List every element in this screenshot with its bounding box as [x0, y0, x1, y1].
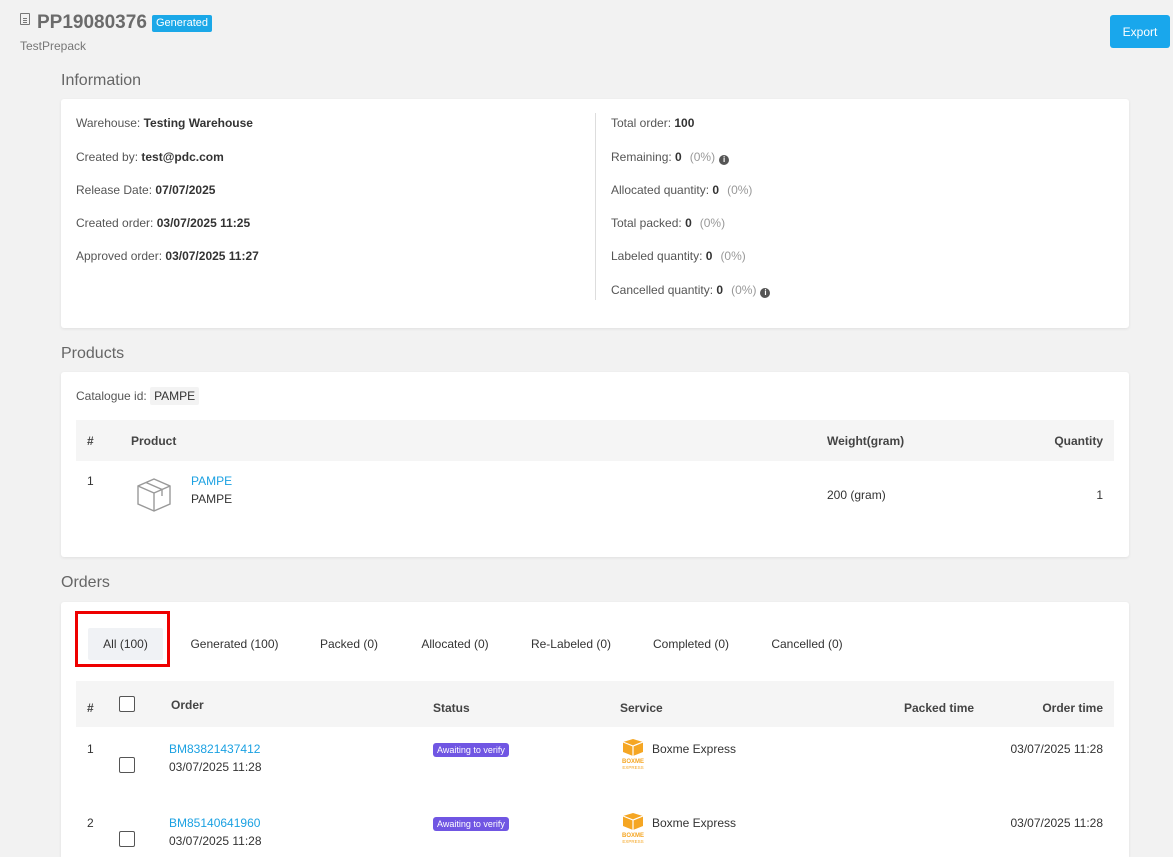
info-total-order: Total order: 100 — [611, 116, 695, 130]
tab-cancelled[interactable]: Cancelled (0) — [771, 637, 843, 651]
svg-text:EXPRESS: EXPRESS — [622, 839, 643, 844]
orders-table-header: # Order Status Service Packed time Order… — [76, 681, 1114, 727]
export-button[interactable]: Export — [1110, 15, 1170, 48]
products-title: Products — [61, 345, 125, 362]
product-name: PAMPE — [191, 492, 233, 506]
row-num: 1 — [87, 474, 94, 488]
svg-text:BOXME: BOXME — [622, 759, 644, 765]
order-time: 03/07/2025 11:28 — [1010, 742, 1103, 756]
column-num: # — [87, 701, 94, 715]
tab-generated[interactable]: Generated (100) — [190, 637, 279, 651]
order-id-link[interactable]: BM83821437412 — [169, 742, 261, 756]
info-created-by: Created by: test@pdc.com — [76, 150, 224, 164]
highlight-box — [75, 611, 170, 667]
page-subtitle: TestPrepack — [20, 39, 87, 53]
svg-text:EXPRESS: EXPRESS — [622, 765, 643, 770]
information-card: Warehouse: Testing Warehouse Created by:… — [61, 99, 1129, 328]
tab-all[interactable]: All (100) — [88, 628, 163, 660]
orders-card: All (100) Generated (100) Packed (0) All… — [61, 602, 1129, 857]
column-quantity: Quantity — [1054, 434, 1103, 448]
column-weight: Weight(gram) — [827, 434, 905, 448]
information-title: Information — [61, 72, 142, 89]
info-approved-order: Approved order: 03/07/2025 11:27 — [76, 249, 259, 263]
order-service: Boxme Express — [652, 742, 737, 756]
order-service: Boxme Express — [652, 816, 737, 830]
catalogue-id: Catalogue id: PAMPE — [76, 387, 200, 405]
order-date: 03/07/2025 11:28 — [169, 760, 262, 774]
document-icon — [20, 13, 30, 25]
product-sku-link[interactable]: PAMPE — [191, 474, 233, 488]
product-weight: 200 (gram) — [827, 488, 886, 502]
products-card: Catalogue id: PAMPE # Product Weight(gra… — [61, 372, 1129, 557]
svg-text:BOXME: BOXME — [622, 833, 644, 839]
tab-completed[interactable]: Completed (0) — [652, 637, 730, 651]
order-status-badge: Awaiting to verify — [433, 817, 509, 831]
tab-allocated[interactable]: Allocated (0) — [421, 637, 489, 651]
page-header: PP19080376 Generated TestPrepack Export — [0, 0, 1173, 64]
column-product: Product — [131, 434, 177, 448]
row-checkbox[interactable] — [119, 757, 135, 773]
product-quantity: 1 — [1096, 488, 1103, 502]
status-badge: Generated — [152, 15, 212, 32]
tab-packed[interactable]: Packed (0) — [319, 637, 379, 651]
info-cancelled: Cancelled quantity: 0 (0%) i — [611, 283, 771, 298]
info-icon[interactable]: i — [760, 288, 771, 298]
column-packed-time: Packed time — [904, 701, 975, 715]
row-checkbox[interactable] — [119, 831, 135, 847]
column-status: Status — [433, 701, 470, 715]
info-warehouse: Warehouse: Testing Warehouse — [76, 116, 253, 130]
info-total-packed: Total packed: 0 (0%) — [611, 216, 726, 230]
column-order-time: Order time — [1042, 701, 1103, 715]
select-all-checkbox[interactable] — [119, 696, 135, 712]
boxme-logo-icon: BOXME EXPRESS — [622, 739, 644, 770]
info-release-date: Release Date: 07/07/2025 — [76, 183, 216, 197]
tab-relabeled[interactable]: Re-Labeled (0) — [530, 637, 612, 651]
order-date: 03/07/2025 11:28 — [169, 834, 262, 848]
products-table-header: # Product Weight(gram) Quantity — [76, 420, 1114, 461]
info-icon[interactable]: i — [719, 155, 730, 165]
row-num: 1 — [87, 742, 94, 756]
box-icon — [137, 478, 171, 512]
page-title: PP19080376 — [37, 12, 147, 33]
column-order: Order — [171, 698, 204, 712]
info-allocated: Allocated quantity: 0 (0%) — [611, 183, 753, 197]
column-num: # — [87, 434, 94, 448]
boxme-logo-icon: BOXME EXPRESS — [622, 813, 644, 844]
divider — [595, 113, 596, 300]
order-id-link[interactable]: BM85140641960 — [169, 816, 261, 830]
info-labeled: Labeled quantity: 0 (0%) — [611, 249, 746, 263]
order-status-badge: Awaiting to verify — [433, 743, 509, 757]
column-service: Service — [620, 701, 663, 715]
orders-title: Orders — [61, 574, 110, 591]
info-created-order: Created order: 03/07/2025 11:25 — [76, 216, 251, 230]
info-remaining: Remaining: 0 (0%) i — [611, 150, 730, 165]
row-num: 2 — [87, 816, 94, 830]
order-time: 03/07/2025 11:28 — [1010, 816, 1103, 830]
